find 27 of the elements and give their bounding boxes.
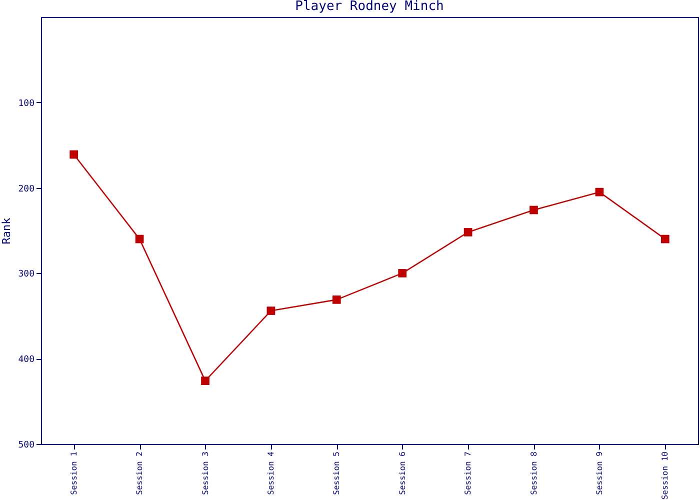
point [595, 188, 604, 196]
point [398, 269, 407, 278]
point [530, 206, 538, 214]
x-tick-label: Session 5 [332, 451, 342, 495]
chart-title: Player Rodney Minch [295, 0, 444, 14]
point [201, 376, 210, 385]
x-tick-label: Session 1 [69, 451, 78, 495]
y-tick-label: 400 [18, 355, 34, 366]
y-axis-title: Rank [0, 217, 14, 244]
y-tick-label: 300 [18, 270, 34, 280]
y-tick-label: 500 [18, 440, 34, 450]
point [464, 228, 472, 236]
x-tick-label: Session 10 [660, 451, 670, 500]
point [70, 150, 78, 159]
x-tick-label: Session 3 [200, 451, 210, 495]
x-tick-label: Session 4 [266, 451, 276, 495]
y-tick-label: 100 [18, 98, 34, 109]
point [332, 295, 341, 304]
x-tick-label: Session 9 [594, 451, 604, 495]
y-tick-label: 200 [18, 184, 34, 194]
x-tick-label: Session 8 [529, 451, 538, 495]
point [135, 234, 144, 244]
point [266, 306, 276, 315]
x-tick-label: Session 2 [135, 451, 144, 495]
point [660, 234, 670, 244]
x-tick-label: Session 6 [398, 451, 407, 495]
x-tick-label: Session 7 [464, 451, 473, 495]
